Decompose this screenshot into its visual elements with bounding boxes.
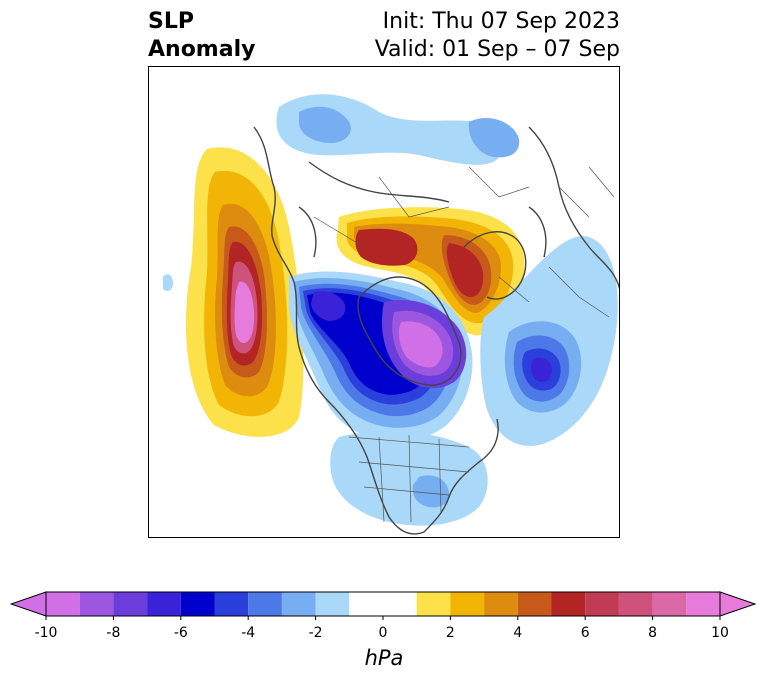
map-title: SLP Anomaly xyxy=(148,8,255,64)
pacific-high-anomaly xyxy=(185,147,304,437)
coastlines xyxy=(253,126,619,535)
colorbar-tick-label: 8 xyxy=(648,625,658,641)
colorbar-ticks xyxy=(45,616,721,620)
colorbar-extend-low xyxy=(10,591,47,617)
colorbar-units: hPa xyxy=(364,646,404,670)
colorbar-bin-16 xyxy=(618,592,653,616)
colorbar-bin-12 xyxy=(484,592,518,616)
colorbar-extend-high xyxy=(719,591,757,617)
colorbar-tick-label: 4 xyxy=(513,625,523,641)
anomaly-map xyxy=(163,94,619,535)
colorbar-bin-9 xyxy=(349,592,417,616)
colorbar-tick-label: 2 xyxy=(445,625,455,641)
colorbar-tick-label: -6 xyxy=(173,625,188,641)
borders xyxy=(313,166,615,523)
colorbar-bin-6 xyxy=(248,592,282,616)
colorbar-tick-label: 10 xyxy=(711,625,729,641)
init-date: Init: Thu 07 Sep 2023 xyxy=(382,9,620,34)
arctic-low-anomaly xyxy=(289,271,473,442)
map-dates: Init: Thu 07 Sep 2023 Valid: 01 Sep – 07… xyxy=(375,8,620,64)
colorbar-bin-1 xyxy=(79,592,114,616)
colorbar-tick-label: -2 xyxy=(308,625,323,641)
colorbar-tick-label: -8 xyxy=(106,625,121,641)
atlantic-low-anomaly xyxy=(480,236,618,446)
colorbar-bin-4 xyxy=(180,592,215,616)
title-line-2: Anomaly xyxy=(148,37,256,62)
small-anomaly-spot xyxy=(163,274,173,291)
map-panel xyxy=(148,66,620,538)
colorbar-bin-13 xyxy=(517,592,552,616)
colorbar-tick-label: 6 xyxy=(580,625,590,641)
colorbar-bin-3 xyxy=(147,592,181,616)
colorbar-bin-15 xyxy=(585,592,619,616)
colorbar-tick-label: -4 xyxy=(241,625,256,641)
colorbar-bin-7 xyxy=(281,592,316,616)
colorbar-bin-10 xyxy=(416,592,451,616)
colorbar-bin-2 xyxy=(113,592,148,616)
colorbar-tick-label: -10 xyxy=(34,625,58,641)
colorbar-bin-11 xyxy=(450,592,485,616)
polar-low-anomaly xyxy=(276,94,520,165)
colorbar xyxy=(10,591,757,620)
colorbar-bins xyxy=(46,592,720,616)
colorbar-bin-18 xyxy=(686,592,720,616)
title-line-1: SLP xyxy=(148,9,194,34)
colorbar-tick-label: 0 xyxy=(378,625,388,641)
colorbar-bin-14 xyxy=(551,592,586,616)
valid-date-range: Valid: 01 Sep – 07 Sep xyxy=(374,37,620,62)
colorbar-bin-0 xyxy=(46,592,80,616)
colorbar-bin-5 xyxy=(214,592,249,616)
colorbar-bin-17 xyxy=(652,592,687,616)
colorbar-bin-8 xyxy=(315,592,350,616)
